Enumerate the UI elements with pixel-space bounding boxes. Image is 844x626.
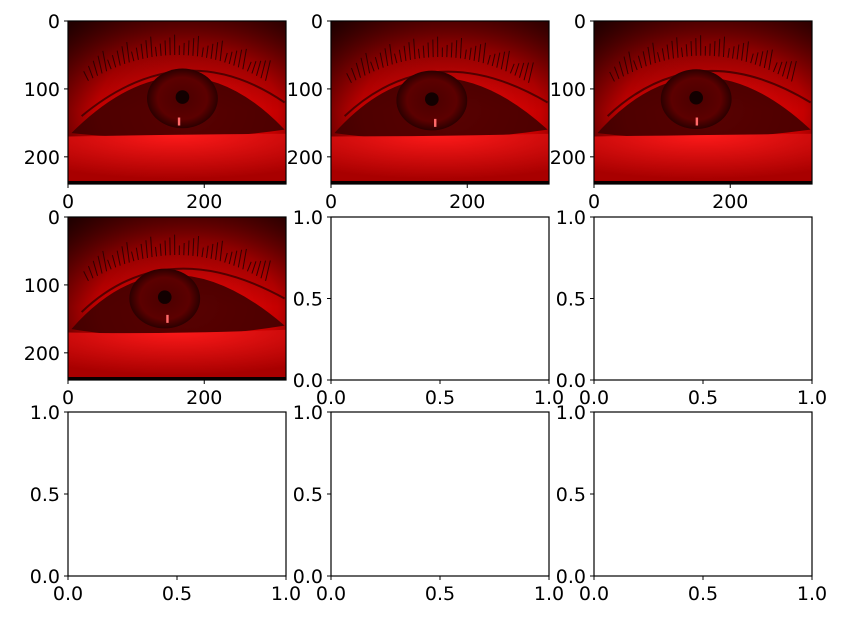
x-tick-label: 200 <box>186 387 222 409</box>
x-tick-label: 0.5 <box>425 387 455 409</box>
axes-frame <box>593 20 813 185</box>
x-tick-label: 0.0 <box>579 387 609 409</box>
y-tick-label: 200 <box>24 343 60 365</box>
y-tick-label: 0.5 <box>30 484 60 506</box>
y-tick-label: 0.5 <box>293 484 323 506</box>
y-tick-label: 1.0 <box>556 402 586 424</box>
y-tick-label: 0.0 <box>556 370 586 392</box>
y-tick-label: 0.5 <box>556 484 586 506</box>
y-tick-label: 0 <box>48 207 60 229</box>
x-tick-label: 1.0 <box>797 387 827 409</box>
eye-image <box>68 217 286 380</box>
axes-frame <box>67 216 287 381</box>
x-tick-label: 200 <box>712 191 748 213</box>
x-tick-label: 0.5 <box>688 387 718 409</box>
y-tick-label: 100 <box>287 79 323 101</box>
eye-image <box>331 21 549 184</box>
x-tick-label: 1.0 <box>534 583 564 605</box>
x-tick-label: 0 <box>325 191 337 213</box>
x-tick-label: 0 <box>62 191 74 213</box>
subplot-8: 0.0 0.5 1.0 0.0 0.5 1.0 <box>293 402 564 605</box>
subplot-6: 0.0 0.5 1.0 0.0 0.5 1.0 <box>556 207 827 409</box>
x-tick-label: 0.5 <box>688 583 718 605</box>
y-tick-label: 100 <box>24 275 60 297</box>
y-tick-label: 1.0 <box>293 207 323 229</box>
x-tick-label: 0.5 <box>162 583 192 605</box>
axes-frame <box>67 20 287 185</box>
y-tick-label: 0.0 <box>556 566 586 588</box>
x-tick-label: 200 <box>186 191 222 213</box>
y-tick-label: 200 <box>550 147 586 169</box>
y-tick-label: 1.0 <box>556 207 586 229</box>
y-tick-label: 200 <box>287 147 323 169</box>
axes-frame <box>330 216 550 381</box>
x-tick-label: 0.0 <box>53 583 83 605</box>
y-tick-label: 200 <box>24 147 60 169</box>
x-tick-label: 0.5 <box>425 583 455 605</box>
x-tick-label: 0.0 <box>579 583 609 605</box>
x-tick-label: 0.0 <box>316 387 346 409</box>
x-tick-label: 200 <box>449 191 485 213</box>
axes-frame <box>593 216 813 381</box>
subplot-5: 0.0 0.5 1.0 0.0 0.5 1.0 <box>293 207 564 409</box>
subplot-9: 0.0 0.5 1.0 0.0 0.5 1.0 <box>556 402 827 605</box>
axes-frame <box>330 20 550 185</box>
eye-image <box>594 21 812 184</box>
axes-frame <box>67 411 287 577</box>
y-tick-label: 0.0 <box>30 566 60 588</box>
y-tick-label: 100 <box>550 79 586 101</box>
y-tick-label: 100 <box>24 79 60 101</box>
axes-frame <box>593 411 813 577</box>
x-tick-label: 1.0 <box>271 583 301 605</box>
y-tick-label: 1.0 <box>293 402 323 424</box>
x-tick-label: 1.0 <box>534 387 564 409</box>
x-tick-label: 0 <box>588 191 600 213</box>
eye-image <box>68 21 286 184</box>
y-tick-label: 0 <box>311 11 323 33</box>
axes-frame <box>330 411 550 577</box>
y-tick-label: 0.0 <box>293 370 323 392</box>
x-tick-label: 0.0 <box>316 583 346 605</box>
y-tick-label: 0.0 <box>293 566 323 588</box>
y-tick-label: 0 <box>48 11 60 33</box>
y-tick-label: 0.5 <box>556 289 586 311</box>
x-tick-label: 1.0 <box>797 583 827 605</box>
x-tick-label: 0 <box>62 387 74 409</box>
y-tick-label: 0.5 <box>293 289 323 311</box>
y-tick-label: 0 <box>574 11 586 33</box>
subplot-7: 0.0 0.5 1.0 0.0 0.5 1.0 <box>30 402 301 605</box>
y-tick-label: 1.0 <box>30 402 60 424</box>
